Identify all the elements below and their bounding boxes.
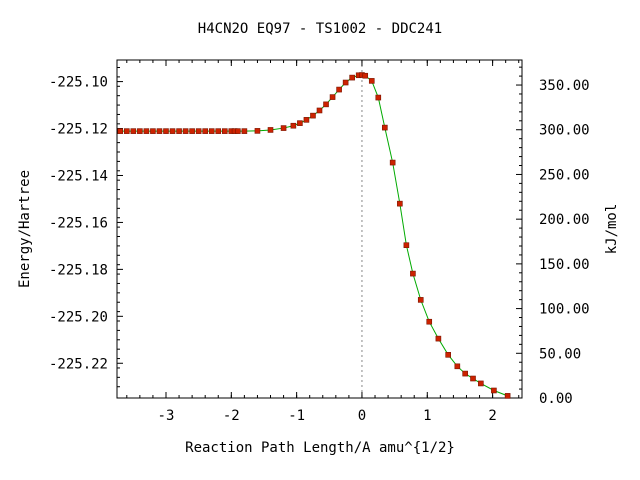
data-point: [382, 124, 388, 131]
data-point: [316, 107, 323, 114]
plot-frame: [116, 59, 523, 399]
data-point: [156, 128, 163, 134]
data-point: [267, 127, 274, 133]
data-point: [303, 117, 310, 123]
data-point: [462, 370, 468, 377]
data-point: [143, 128, 150, 134]
y-tick-label: -225.14: [49, 168, 108, 184]
data-point: [137, 128, 143, 134]
data-point: [435, 335, 442, 342]
x-tick-label: 1: [423, 408, 431, 424]
data-point: [410, 270, 416, 277]
data-point: [195, 128, 202, 134]
data-point: [310, 112, 316, 119]
data-point: [280, 125, 287, 131]
data-point: [389, 159, 396, 166]
data-point: [470, 375, 476, 382]
data-point: [254, 128, 261, 134]
data-point: [176, 128, 182, 134]
data-point: [241, 128, 248, 134]
y2-tick-label: 200.00: [539, 212, 590, 228]
y2-tick-label: 300.00: [539, 123, 590, 139]
data-point: [349, 74, 355, 81]
data-point: [397, 200, 403, 207]
data-point: [342, 79, 349, 86]
data-point: [235, 128, 241, 134]
data-point: [297, 120, 303, 126]
data-point: [336, 86, 342, 93]
y-tick-label: -225.20: [49, 309, 108, 325]
data-point: [375, 94, 382, 101]
y2-tick-label: 250.00: [539, 167, 590, 183]
x-tick-label: -3: [158, 408, 175, 424]
data-point: [117, 128, 124, 134]
x-tick-label: 0: [358, 408, 366, 424]
x-tick-label: -2: [223, 408, 240, 424]
data-point: [445, 352, 451, 358]
y-tick-label: -225.10: [49, 75, 108, 91]
data-point: [478, 380, 484, 387]
y2-tick-label: 100.00: [539, 302, 590, 318]
data-point: [215, 128, 222, 134]
data-point: [130, 128, 137, 134]
data-point: [189, 128, 195, 134]
x-tick-label: 2: [488, 408, 496, 424]
data-point: [221, 128, 228, 134]
data-point: [169, 128, 176, 134]
chart-title: H4CN2O EQ97 - TS1002 - DDC241: [198, 21, 442, 37]
data-point: [403, 242, 410, 248]
y2-tick-label: 350.00: [539, 78, 590, 94]
data-point: [163, 128, 169, 134]
x-axis-title: Reaction Path Length/A amu^{1/2}: [185, 440, 455, 456]
data-point: [208, 128, 215, 134]
data-point: [329, 94, 336, 100]
y-tick-label: -225.16: [49, 215, 108, 231]
series-line: [120, 74, 508, 397]
y-axis-title: Energy/Hartree: [17, 170, 33, 288]
data-point: [323, 101, 329, 108]
data-point: [182, 128, 189, 134]
data-point: [290, 122, 297, 129]
data-point: [368, 78, 375, 84]
y-tick-label: -225.12: [49, 122, 108, 138]
data-point: [491, 387, 497, 394]
x-tick-label: -1: [288, 408, 305, 424]
data-point: [454, 363, 461, 370]
data-point: [362, 72, 369, 79]
y2-tick-label: 50.00: [539, 346, 581, 362]
y-tick-label: -225.22: [49, 356, 108, 372]
y2-tick-label: 0.00: [539, 391, 573, 407]
data-point: [417, 297, 424, 303]
y2-axis-title: kJ/mol: [604, 204, 620, 255]
data-point: [504, 393, 511, 399]
data-point: [150, 128, 156, 134]
y-tick-label: -225.18: [49, 262, 108, 278]
data-point: [202, 128, 208, 134]
y2-tick-label: 150.00: [539, 257, 590, 273]
data-point: [124, 128, 130, 134]
data-point: [426, 318, 433, 325]
